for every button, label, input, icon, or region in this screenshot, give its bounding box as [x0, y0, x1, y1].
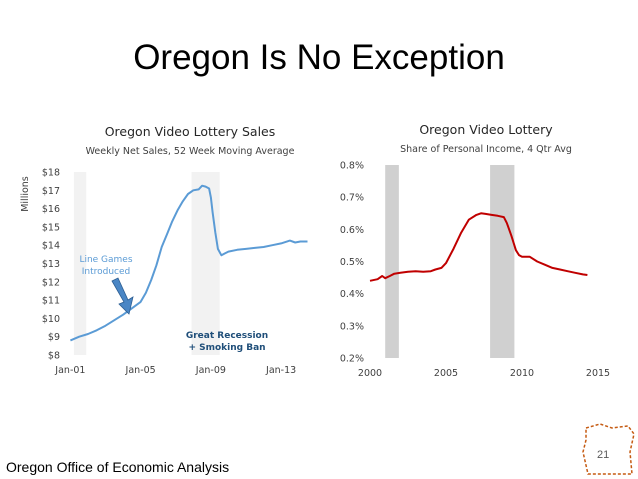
chart0-recession-band-0 [73, 172, 87, 355]
chart0-y-tick-label-9: $17 [42, 186, 60, 197]
chart0-x-tick-label-1: Jan-05 [125, 365, 156, 376]
chart1-y-tick-label-3: 0.5% [340, 257, 364, 268]
chart1-title: Oregon Video Lottery [419, 122, 553, 137]
chart0-y-tick-label-1: $9 [48, 332, 60, 343]
chart0-y-tick-label-0: $8 [48, 351, 60, 362]
chart1-series-line-0 [369, 212, 588, 282]
chart0-y-tick-label-7: $15 [42, 222, 60, 233]
chart1-recession-band-1 [490, 165, 515, 358]
chart0-y-axis-label: Millions [20, 176, 31, 212]
chart1-y-tick-label-2: 0.4% [340, 289, 364, 300]
chart0-x-tick-label-0: Jan-01 [54, 365, 85, 376]
chart1-x-tick-label-0: 2000 [358, 368, 382, 379]
chart0-title: Oregon Video Lottery Sales [105, 124, 276, 139]
chart0-annotation-recession-0: Great Recession [186, 331, 268, 341]
chart1-x-tick-label-3: 2015 [586, 368, 610, 379]
footer-organization: Oregon Office of Economic Analysis [6, 459, 230, 475]
chart1-x-tick-label-1: 2005 [434, 368, 458, 379]
chart0-x-tick-label-3: Jan-13 [265, 365, 296, 376]
chart0-recession-band-1 [191, 172, 220, 355]
chart0-y-tick-label-2: $10 [42, 314, 60, 325]
chart0-y-tick-label-3: $11 [42, 296, 60, 307]
chart0-y-tick-label-6: $14 [42, 241, 60, 252]
page-number: 21 [597, 449, 610, 461]
chart1-y-tick-label-4: 0.6% [340, 225, 364, 236]
chart0-y-tick-label-5: $13 [42, 259, 60, 270]
chart1-subtitle: Share of Personal Income, 4 Qtr Avg [400, 144, 572, 155]
chart0-y-tick-label-4: $12 [42, 277, 60, 288]
chart0-y-tick-label-8: $16 [42, 204, 60, 215]
chart1-y-tick-label-6: 0.8% [340, 161, 364, 172]
chart1-y-tick-label-0: 0.2% [340, 354, 364, 365]
chart1-y-tick-label-5: 0.7% [340, 193, 364, 204]
chart0-annotation-line-games-1: Introduced [82, 267, 131, 277]
chart0-subtitle: Weekly Net Sales, 52 Week Moving Average [86, 146, 295, 157]
chart1-recession-band-0 [385, 165, 399, 358]
chart0-annotation-line-games-0: Line Games [79, 255, 132, 265]
chart0-x-tick-label-2: Jan-09 [195, 365, 226, 376]
chart1-x-tick-label-2: 2010 [510, 368, 534, 379]
chart0-annotation-arrow [111, 277, 134, 315]
slide-title: Oregon Is No Exception [133, 38, 505, 77]
chart0-annotation-recession-1: + Smoking Ban [188, 343, 265, 353]
chart0-y-tick-label-10: $18 [42, 168, 60, 179]
chart1-y-tick-label-1: 0.3% [340, 321, 364, 332]
